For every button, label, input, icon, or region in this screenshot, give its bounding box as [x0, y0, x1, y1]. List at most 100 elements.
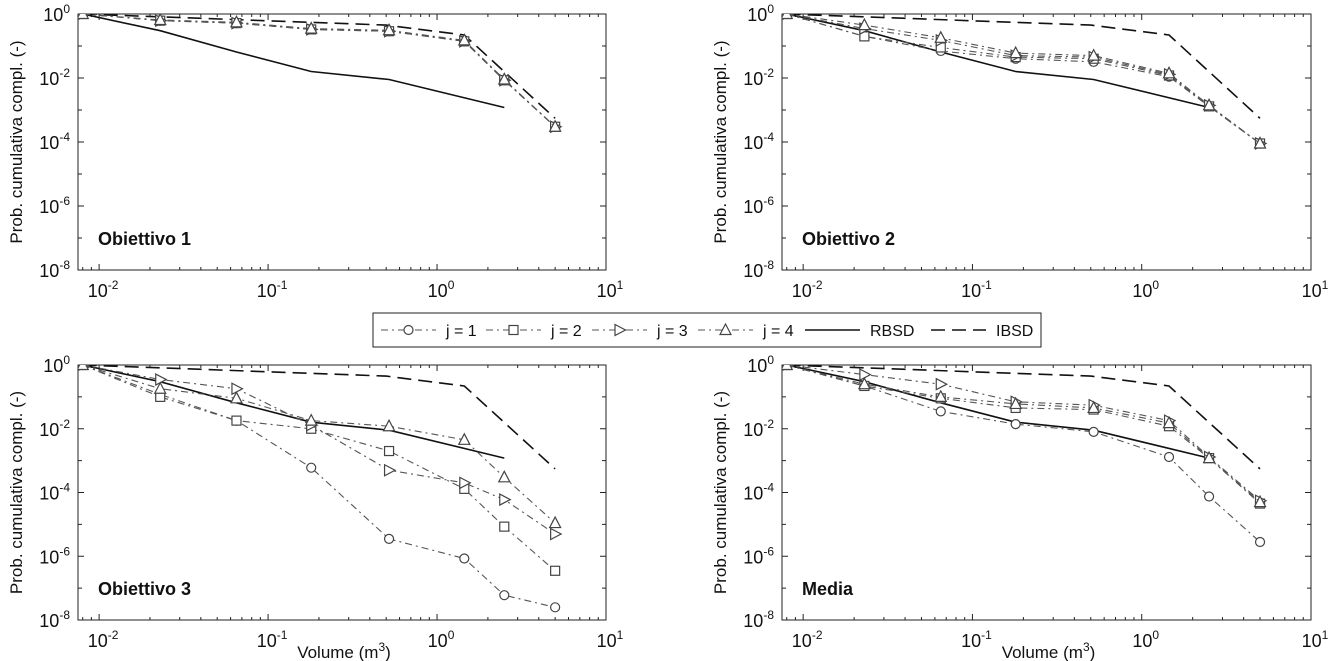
y-tick-label: 10-4 — [743, 481, 774, 504]
x-tick-label: 10-1 — [257, 278, 288, 301]
y-tick-label: 10-8 — [39, 258, 70, 281]
data-point-j4 — [934, 30, 948, 43]
data-point-j1 — [499, 590, 510, 601]
chart-panel-3: 10-8 10-6 10-4 10-2 100 10-2 10-1 100 101 Prob. c… — [7, 353, 624, 661]
data-point-j3 — [231, 382, 244, 396]
y-tick-label: 10-8 — [743, 608, 774, 631]
data-point-j1 — [383, 533, 395, 545]
series-line-j1 — [82, 14, 556, 128]
series-line-j2 — [82, 14, 556, 128]
y-axis-label: Prob. cumulativa compl. (-) — [711, 391, 730, 594]
data-point-j1 — [459, 553, 470, 564]
data-point-j4 — [382, 22, 396, 36]
y-tick-label: 10-8 — [39, 608, 70, 631]
x-tick-label: 10-1 — [257, 628, 288, 651]
x-tick-label: 10-2 — [88, 278, 119, 301]
data-point-j4 — [1009, 45, 1023, 59]
legend-box — [372, 312, 1042, 348]
data-point-j1 — [935, 406, 946, 417]
series-line-j1 — [786, 14, 1261, 144]
series-line-rbsd — [786, 14, 1210, 109]
plot-frame — [781, 364, 1312, 621]
data-point-j1 — [306, 462, 317, 473]
x-tick-label: 100 — [428, 628, 455, 651]
y-axis-label: Prob. cumulativa compl. (-) — [7, 391, 26, 594]
y-axis-label: Prob. cumulativa compl. (-) — [711, 40, 730, 243]
data-point-j4 — [782, 14, 794, 20]
data-point-j2 — [231, 415, 242, 426]
legend-entry-j2: j = 2 — [486, 323, 582, 340]
data-point-j1 — [1010, 418, 1021, 430]
legend-marker — [403, 324, 414, 336]
data-point-j1 — [1088, 426, 1099, 437]
legend-entry-rbsd: RBSD — [805, 323, 914, 340]
series-line-j4 — [786, 14, 1261, 144]
x-tick-label: 10-2 — [792, 628, 823, 651]
chart-panel-2: 10-8 10-6 10-4 10-2 100 10-2 10-1 100 101 Prob. c… — [711, 2, 1329, 301]
y-tick-label: 100 — [747, 353, 774, 376]
series-line-j3 — [786, 14, 1261, 144]
plot-area — [782, 365, 1268, 548]
y-tick-label: 10-2 — [39, 66, 70, 89]
legend-entry-j3: j = 3 — [592, 323, 688, 340]
chart-panel-1: 10-8 10-6 10-4 10-2 100 10-2 10-1 100 101 Prob. c… — [7, 2, 624, 301]
x-tick-label: 10-1 — [961, 628, 992, 651]
series-line-j3 — [786, 365, 1261, 502]
data-point-j1 — [550, 602, 561, 613]
panels: 10-8 10-6 10-4 10-2 100 10-2 10-1 100 101 Prob. c… — [7, 2, 1329, 661]
data-point-j1 — [1254, 536, 1266, 548]
x-tick-label: 10-1 — [961, 278, 992, 301]
series-line-j1 — [82, 365, 556, 608]
legend-marker — [614, 323, 627, 337]
data-point-j4 — [78, 365, 90, 371]
y-tick-label: 10-4 — [39, 481, 70, 504]
data-point-j4 — [457, 33, 471, 46]
data-point-j4 — [857, 376, 871, 390]
x-tick-label: 101 — [1302, 628, 1329, 651]
data-point-j4 — [153, 14, 167, 26]
data-point-j2 — [499, 521, 510, 532]
x-tick-label: 10-2 — [792, 278, 823, 301]
chart-panel-4: 10-8 10-6 10-4 10-2 100 10-2 10-1 100 101 Prob. c… — [711, 353, 1329, 661]
y-tick-label: 10-2 — [743, 417, 774, 440]
series-line-rbsd — [786, 365, 1210, 459]
y-tick-label: 10-2 — [743, 66, 774, 89]
series-line-j4 — [82, 365, 556, 524]
series-line-j3 — [82, 14, 556, 128]
legend-label: RBSD — [870, 323, 914, 340]
plot-area — [78, 365, 563, 613]
series-line-rbsd — [82, 14, 505, 109]
data-point-j4 — [548, 515, 562, 529]
y-tick-label: 10-6 — [39, 544, 70, 567]
data-point-j4 — [457, 432, 471, 445]
series-line-j2 — [82, 365, 556, 572]
legend-marker — [508, 324, 519, 336]
x-tick-label: 10-2 — [88, 628, 119, 651]
series-line-j4 — [82, 14, 556, 128]
legend-entry-ibsd: IBSD — [931, 323, 1033, 340]
y-tick-label: 10-6 — [743, 544, 774, 567]
data-point-j2 — [383, 445, 395, 457]
legend-label: j = 4 — [762, 323, 794, 340]
series-line-ibsd — [786, 14, 1261, 119]
data-point-j4 — [229, 391, 243, 404]
y-tick-label: 10-6 — [39, 194, 70, 217]
data-point-j4 — [1009, 396, 1023, 410]
y-tick-label: 10-4 — [743, 130, 774, 153]
y-tick-label: 10-4 — [39, 130, 70, 153]
plot-area — [78, 14, 563, 134]
x-tick-label: 101 — [1302, 278, 1329, 301]
series-line-j3 — [82, 365, 556, 535]
legend: j = 1 j = 2 j = 3 j = 4 RBSD IBSD — [372, 312, 1042, 348]
data-point-j4 — [382, 418, 396, 432]
y-tick-label: 100 — [43, 353, 70, 376]
data-point-j3 — [155, 373, 168, 387]
series-line-rbsd — [82, 365, 505, 459]
data-point-j1 — [1203, 491, 1215, 502]
data-point-j4 — [548, 119, 562, 132]
x-tick-label: 100 — [428, 278, 455, 301]
data-point-j2 — [550, 565, 561, 576]
panel-title: Media — [802, 579, 854, 599]
data-point-j4 — [1162, 415, 1176, 429]
data-point-j4 — [304, 413, 318, 426]
